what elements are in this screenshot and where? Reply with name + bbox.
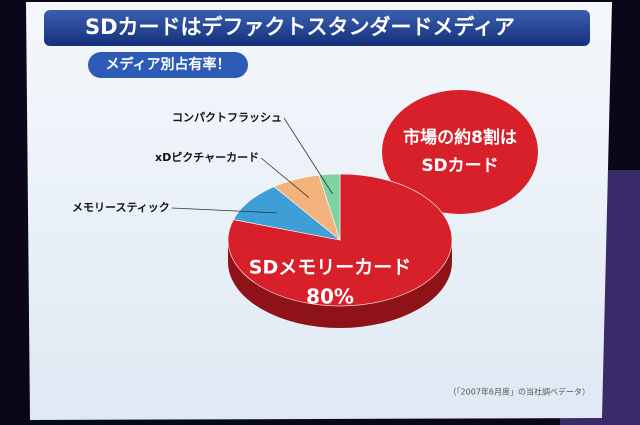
slice-label: SDメモリーカード [249,257,411,279]
subtitle: メディア別占有率！ [105,56,230,73]
title-bar [44,10,590,46]
leader-line [260,157,310,198]
annotation: SDカード [421,156,498,176]
leader-line [283,117,333,195]
pie-slice [318,173,341,241]
slice-label: xDピクチャーカード [155,151,259,164]
annotation: 市場の約8割は [403,127,517,148]
slice-label: メモリースティック [72,201,170,214]
leader-line [171,207,277,214]
subtitle-pill [88,52,248,78]
chart-title: SDカードはデファクトスタンダードメディア [85,15,515,39]
annotation-bubble [382,90,538,214]
footnote: （「2007年6月度」の当社調べデータ） [449,387,590,397]
value-label: 80% [306,285,354,309]
slice-label: コンパクトフラッシュ [172,111,282,124]
pie-chart: SDメモリーカード 80% メモリースティック xDピクチャーカード コンパクトフラッシ… [72,111,453,328]
